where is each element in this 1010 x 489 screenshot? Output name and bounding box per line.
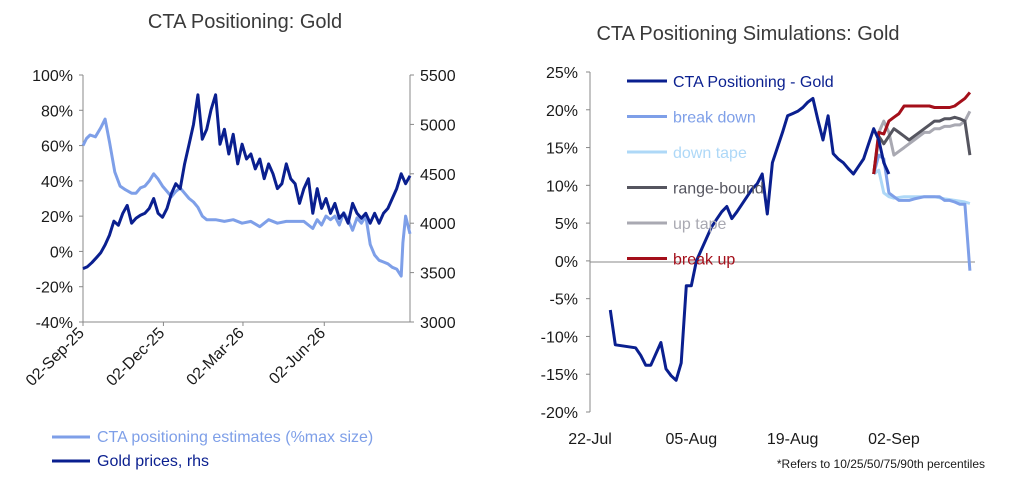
left-y-tick-label: -40% (36, 315, 73, 332)
left-y-tick-label: -20% (36, 280, 73, 297)
series-line-cta-positioning-estimates-max-size (81, 117, 412, 278)
left-y-tick-label: 20% (41, 209, 73, 226)
legend-label-cta-positioning-gold: CTA Positioning - Gold (673, 74, 834, 91)
sim-x-tick-label: 19-Aug (767, 431, 819, 448)
sim-y-tick-label: -15% (541, 367, 578, 384)
sim-y-tick-label: 10% (546, 178, 578, 195)
legend-label-break-down: break down (673, 110, 756, 127)
left-y-tick-label: 100% (32, 68, 73, 85)
right-chart-ticks: 25% 20% 15% 10% 5% 0% -5% -10% -15% -20% 22-Jul 05-… (541, 65, 920, 448)
sim-y-tick-label: 0% (555, 254, 578, 271)
sim-y-tick-label: -20% (541, 405, 578, 422)
right-y-tick-label: 3000 (420, 315, 456, 332)
sim-y-tick-label: 5% (555, 216, 578, 233)
left-y-tick-label: 60% (41, 139, 73, 156)
legend-label-up-tape: up tape (673, 216, 726, 233)
right-y-tick-label: 4500 (420, 167, 456, 184)
left-chart-series (81, 93, 412, 278)
sim-x-tick-label: 05-Aug (666, 431, 718, 448)
series-line-cta-positioning-gold (608, 96, 891, 382)
right-y-tick-label: 3500 (420, 266, 456, 283)
legend-label-range-bound: range-bound (673, 181, 764, 198)
left-x-tick-label: 02-Jun-26 (266, 325, 329, 388)
series-line-range-bound (872, 115, 972, 175)
right-y-tick-label: 5500 (420, 68, 456, 85)
sim-x-tick-label: 22-Jul (568, 431, 612, 448)
right-legend: CTA Positioning - Gold break down down tap… (627, 74, 834, 269)
right-chart-series (608, 91, 972, 382)
left-y-tick-label: 40% (41, 174, 73, 191)
left-x-tick-label: 02-Sep-25 (23, 325, 88, 390)
legend-label-positioning: CTA positioning estimates (%max size) (97, 429, 373, 446)
sim-y-tick-label: -10% (541, 329, 578, 346)
sim-x-tick-label: 02-Sep (868, 431, 920, 448)
footnote: *Refers to 10/25/50/75/90th percentiles (777, 457, 985, 471)
legend-label-gold: Gold prices, rhs (97, 453, 209, 470)
right-y-tick-label: 4000 (420, 216, 456, 233)
sim-y-tick-label: 20% (546, 103, 578, 120)
left-x-tick-label: 02-Mar-26 (184, 325, 248, 389)
legend-label-break-up: break up (673, 252, 735, 269)
left-y-tick-label: 80% (41, 103, 73, 120)
sim-y-tick-label: 15% (546, 141, 578, 158)
legend-label-down-tape: down tape (673, 145, 747, 162)
left-chart-title: CTA Positioning: Gold (148, 11, 342, 33)
left-y-tick-label: 0% (50, 244, 73, 261)
left-x-tick-label: 02-Dec-25 (103, 325, 168, 390)
left-chart: CTA Positioning: Gold 100% 80% 60% 40% 20% 0%… (23, 11, 456, 470)
left-chart-ticks: 100% 80% 60% 40% 20% 0% -20% -40% 5500 5000 4500 40… (23, 68, 456, 390)
series-line-gold-prices-rhs (82, 93, 412, 270)
right-y-tick-label: 5000 (420, 117, 456, 134)
left-legend: CTA positioning estimates (%max size) Go… (52, 429, 373, 470)
right-chart-title: CTA Positioning Simulations: Gold (596, 23, 899, 45)
sim-y-tick-label: -5% (550, 292, 578, 309)
series-line-break-down (872, 153, 972, 271)
sim-y-tick-label: 25% (546, 65, 578, 82)
right-chart: CTA Positioning Simulations: Gold 25% 20%… (541, 23, 985, 471)
series-line-break-up (872, 91, 972, 175)
series-line-down-tape (872, 168, 971, 205)
